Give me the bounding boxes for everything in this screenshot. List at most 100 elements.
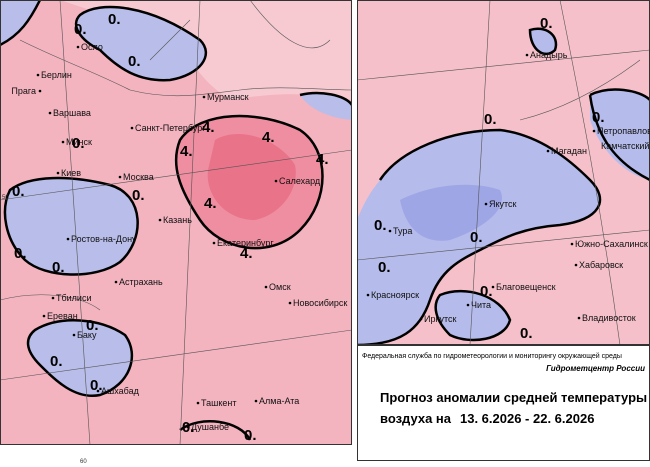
city-dot <box>72 333 76 337</box>
city-label: Тура <box>393 226 412 236</box>
city-dot <box>130 126 134 130</box>
city-label: Салехард <box>279 176 321 186</box>
city-dot <box>546 149 550 153</box>
city-label: Санкт-Петербург <box>135 123 206 133</box>
city-label: Алма-Ата <box>259 396 299 406</box>
contour-label: 0. <box>72 135 85 152</box>
contour-label: 0. <box>128 53 141 70</box>
right-map <box>357 0 650 345</box>
city-dot <box>366 293 370 297</box>
contour-label: 0. <box>480 283 493 300</box>
city-label: Магадан <box>551 146 587 156</box>
city-dot <box>202 95 206 99</box>
city-label: Ашхабад <box>101 386 140 396</box>
contour-label: 4. <box>180 143 193 160</box>
city-label: Москва <box>123 172 154 182</box>
contour-label: 0. <box>484 111 497 128</box>
city-label: Казань <box>163 215 192 225</box>
contour-label: 0. <box>244 427 257 444</box>
city-label: Мурманск <box>207 92 249 102</box>
city-dot <box>288 301 292 305</box>
city-label: Берлин <box>41 70 72 80</box>
period: 13. 6.2026 - 22. 6.2026 <box>460 411 594 426</box>
city-dot <box>196 401 200 405</box>
city-dot <box>264 285 268 289</box>
city-dot <box>484 202 488 206</box>
city-dot <box>274 179 278 183</box>
contour-label: 4. <box>204 195 217 212</box>
city-label: Душанбе <box>191 422 229 432</box>
city-dot <box>38 89 42 93</box>
contour-label: 0. <box>374 217 387 234</box>
city-dot <box>419 317 423 321</box>
city-dot <box>76 45 80 49</box>
city-label: Владивосток <box>582 313 636 323</box>
city-label: Иркутск <box>424 314 457 324</box>
grid-label: 50 <box>2 195 9 201</box>
city-label: Прага <box>11 86 36 96</box>
city-label: Хабаровск <box>579 260 623 270</box>
city-label: Минск <box>66 137 92 147</box>
city-dot <box>96 389 100 393</box>
center: Гидрометцентр России <box>546 364 645 373</box>
city-label: Тбилиси <box>56 293 92 303</box>
city-dot <box>158 218 162 222</box>
city-label: Анадырь <box>530 50 568 60</box>
city-dot <box>51 296 55 300</box>
city-dot <box>48 111 52 115</box>
city-label: Камчатский <box>601 141 649 151</box>
city-label: Петропавловск <box>597 126 650 136</box>
contour-label: 0. <box>520 325 533 342</box>
agency: Федеральная служба по гидрометеорологии … <box>362 352 622 360</box>
city-label: Красноярск <box>371 290 419 300</box>
grid-label: 60 <box>80 459 87 465</box>
city-dot <box>118 175 122 179</box>
city-label: Киев <box>61 168 81 178</box>
city-label: Омск <box>269 282 291 292</box>
city-dot <box>574 263 578 267</box>
contour-label: 4. <box>262 129 275 146</box>
contour-label: 0. <box>86 317 99 334</box>
city-dot <box>570 242 574 246</box>
city-label: Астрахань <box>119 277 163 287</box>
city-dot <box>56 171 60 175</box>
contour-label: 0. <box>182 419 195 436</box>
city-dot <box>212 241 216 245</box>
city-dot <box>577 316 581 320</box>
contour-label: 0. <box>540 15 553 32</box>
city-label: Ташкент <box>201 398 236 408</box>
city-dot <box>592 129 596 133</box>
title-line1: Прогноз аномалии средней температуры <box>380 390 647 405</box>
city-dot <box>66 237 70 241</box>
info-box <box>357 345 650 461</box>
contour-label: 4. <box>316 151 329 168</box>
contour-label: 0. <box>378 259 391 276</box>
city-dot <box>466 303 470 307</box>
city-dot <box>42 314 46 318</box>
city-dot <box>114 280 118 284</box>
city-label: Ереван <box>47 311 78 321</box>
city-label: Ростов-на-Дону <box>71 234 137 244</box>
contour-label: 0. <box>12 183 25 200</box>
contour-label: 0. <box>52 259 65 276</box>
contour-label: 0. <box>14 245 27 262</box>
contour-label: 4. <box>240 245 253 262</box>
city-dot <box>254 399 258 403</box>
contour-label: 0. <box>470 229 483 246</box>
title-line2: воздуха на <box>380 411 452 426</box>
contour-label: 4. <box>202 119 215 136</box>
city-label: Осло <box>81 42 103 52</box>
city-label: Чита <box>471 300 491 310</box>
contour-label: 0. <box>132 187 145 204</box>
city-label: Якутск <box>489 199 517 209</box>
contour-label: 0. <box>108 11 121 28</box>
contour-label: 0. <box>74 21 87 38</box>
city-dot <box>186 425 190 429</box>
city-dot <box>525 53 529 57</box>
city-label: Новосибирск <box>293 298 347 308</box>
city-dot <box>36 73 40 77</box>
left-map <box>0 0 352 445</box>
city-dot <box>388 229 392 233</box>
city-label: Южно-Сахалинск <box>575 239 648 249</box>
city-dot <box>491 285 495 289</box>
